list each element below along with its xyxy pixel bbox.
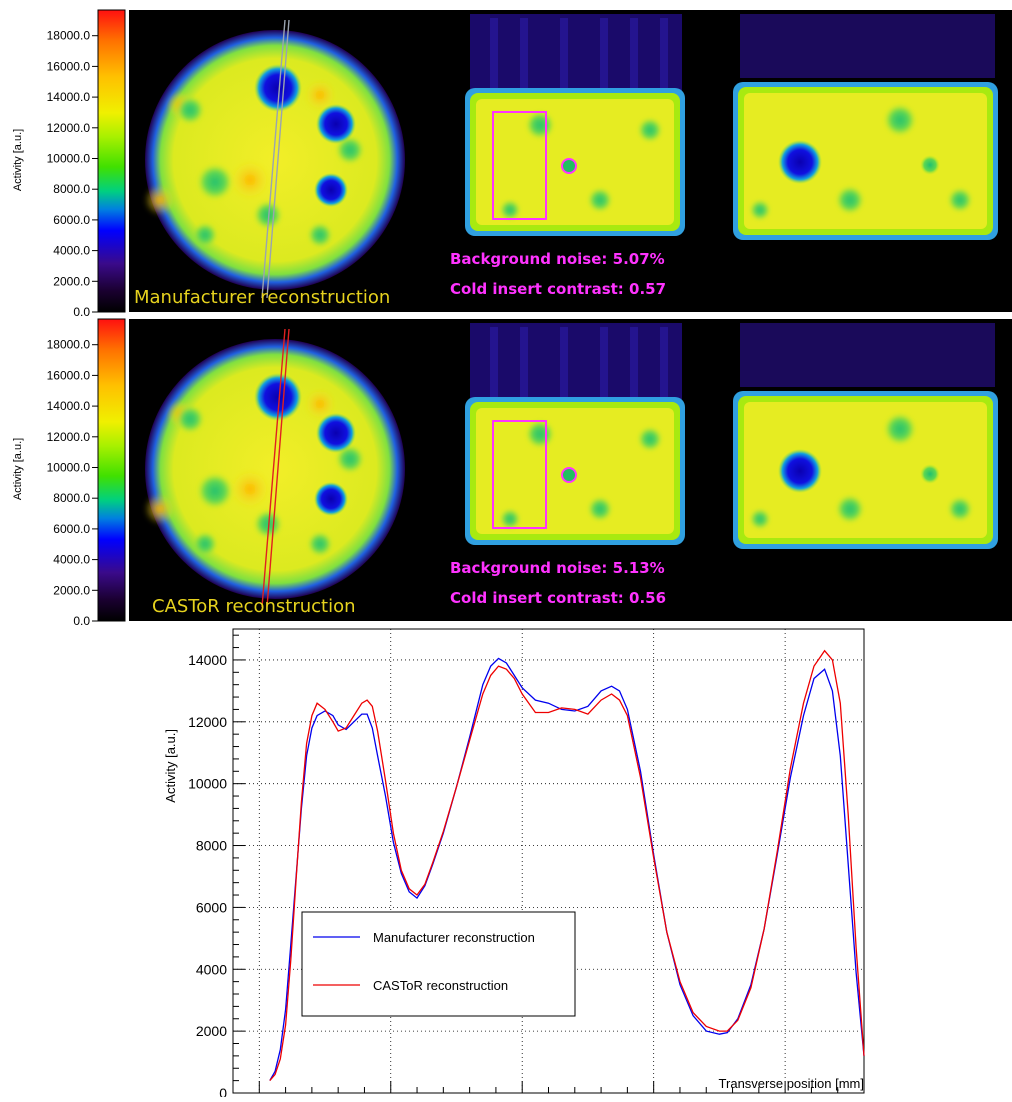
- castor-image-panel: Activity [a.u.] 0.0 2000.0 4000.0 6000.0 8000…: [12, 318, 1012, 628]
- colorbar-tick-label: 2000.0: [53, 583, 90, 597]
- series-line-castor: [269, 649, 865, 1082]
- cold-insert-large: [254, 64, 302, 112]
- cold-insert: [778, 449, 822, 493]
- colorbar-tick-label: 16000.0: [47, 59, 91, 73]
- phantom-upper-section: [470, 323, 682, 403]
- series-lines: [269, 649, 865, 1082]
- y-tick-label: 2000: [196, 1023, 227, 1039]
- cold-contrast-text: Cold insert contrast: 0.57: [450, 280, 666, 298]
- cold-insert-medium: [316, 413, 356, 453]
- y-axis-ticks: 0 2000 4000 6000 8000 10000 12000 14000: [188, 634, 245, 1101]
- cold-contrast-text: Cold insert contrast: 0.56: [450, 589, 666, 607]
- y-tick-label: 0: [219, 1085, 227, 1097]
- background-noise-text: Background noise: 5.13%: [450, 559, 665, 577]
- x-axis-label: Transverse position [mm]: [719, 1076, 864, 1091]
- cold-insert-medium: [316, 104, 356, 144]
- legend-box: [301, 911, 576, 1017]
- colorbar-tick-label: 8000.0: [53, 491, 90, 505]
- legend: Manufacturer reconstruction CASToR recon…: [301, 911, 576, 1017]
- y-tick-label: 12000: [188, 714, 227, 730]
- y-tick-label: 8000: [196, 838, 227, 854]
- sagittal-slice: [733, 323, 998, 549]
- transverse-slice: [144, 328, 405, 608]
- profile-line-edge: [261, 19, 286, 299]
- profile-line-edge: [266, 19, 290, 299]
- y-tick-label: 4000: [196, 961, 227, 977]
- cold-insert: [778, 140, 822, 184]
- y-tick-label: 10000: [188, 776, 227, 792]
- colorbar-tick-label: 4000.0: [53, 244, 90, 258]
- coronal-slice: [465, 14, 685, 236]
- colorbar-tick-label: 12000.0: [47, 430, 91, 444]
- profile-line-edge: [266, 328, 290, 608]
- colorbar-tick-label: 8000.0: [53, 182, 90, 196]
- colorbar-tick-label: 0.0: [73, 614, 90, 628]
- profile-chart: 100150200250300 020004000600080001000012…: [163, 628, 865, 1102]
- manufacturer-image-panel: Activity [a.u.] 0.0 2000.0 4000.0 6000.0 8000…: [12, 9, 1012, 319]
- colorbar-tick-label: 10000.0: [47, 461, 91, 475]
- cold-insert-large: [254, 373, 302, 421]
- reconstruction-label: CASToR reconstruction: [152, 596, 356, 617]
- colorbar-tick-label: 10000.0: [47, 152, 91, 166]
- cold-insert-roi: [561, 467, 577, 483]
- colorbar-tick-label: 6000.0: [53, 213, 90, 227]
- colorbar-castor: [97, 318, 126, 622]
- background-roi: [492, 111, 547, 220]
- transverse-slice: [144, 19, 405, 299]
- plot-frame: [232, 628, 865, 1094]
- legend-label-manufacturer: Manufacturer reconstruction: [373, 930, 535, 945]
- colorbar-tick-label: 18000.0: [47, 29, 91, 43]
- colorbar-tick-label: 14000.0: [47, 90, 91, 104]
- phantom-upper-section: [470, 14, 682, 94]
- colorbar-tick-label: 4000.0: [53, 553, 90, 567]
- sagittal-slice: [733, 14, 998, 240]
- background-roi: [492, 420, 547, 529]
- colorbar-tick-label: 0.0: [73, 305, 90, 319]
- y-tick-label: 6000: [196, 899, 227, 915]
- y-axis-label: Activity [a.u.]: [163, 729, 178, 803]
- colorbar-tick-label: 18000.0: [47, 338, 91, 352]
- cold-insert-small: [314, 173, 348, 207]
- colorbar-tick-label: 12000.0: [47, 121, 91, 135]
- colorbar-tick-label: 14000.0: [47, 399, 91, 413]
- cold-insert-small: [314, 482, 348, 516]
- profile-line-edge: [261, 328, 286, 608]
- cold-insert-roi: [561, 158, 577, 174]
- colorbar-tick-label: 16000.0: [47, 368, 91, 382]
- reconstruction-label: Manufacturer reconstruction: [134, 287, 390, 308]
- colorbar-tick-label: 6000.0: [53, 522, 90, 536]
- y-tick-label: 14000: [188, 652, 227, 668]
- colorbar-title: Activity [a.u.]: [12, 129, 24, 191]
- colorbar-tick-label: 2000.0: [53, 274, 90, 288]
- colorbar-manufacturer: [97, 9, 126, 313]
- colorbar-title: Activity [a.u.]: [12, 438, 24, 500]
- legend-label-castor: CASToR reconstruction: [373, 978, 508, 993]
- phantom-upper-section: [740, 14, 995, 78]
- coronal-slice: [465, 323, 685, 545]
- background-noise-text: Background noise: 5.07%: [450, 250, 665, 268]
- phantom-upper-section: [740, 323, 995, 387]
